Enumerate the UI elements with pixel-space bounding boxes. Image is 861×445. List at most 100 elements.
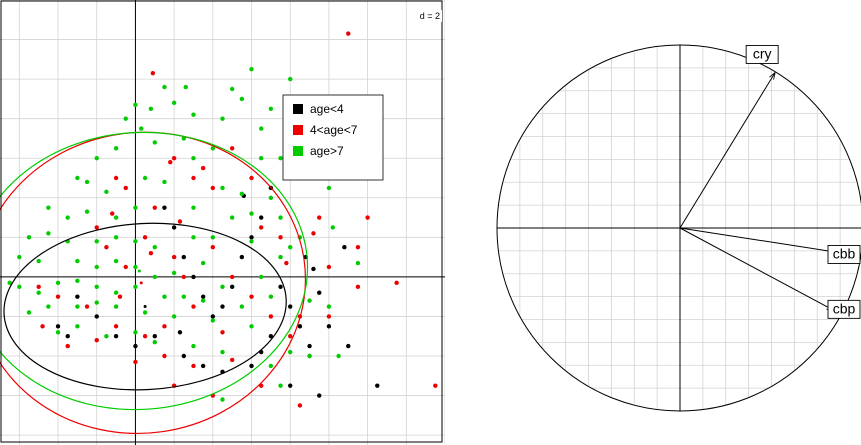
scatter-point bbox=[288, 304, 293, 309]
scatter-point bbox=[229, 284, 235, 289]
scatter-point bbox=[142, 334, 148, 339]
scatter-point bbox=[278, 284, 283, 289]
scatter-point bbox=[326, 314, 332, 319]
scatter-point bbox=[288, 76, 293, 82]
scatter-point bbox=[94, 264, 99, 270]
scatter-point bbox=[150, 70, 156, 76]
scatter-point bbox=[210, 314, 216, 319]
scatter-point bbox=[177, 330, 183, 335]
scatter-point bbox=[249, 294, 254, 299]
scatter-point bbox=[152, 245, 157, 250]
scatter-point bbox=[171, 225, 177, 230]
scatter-point bbox=[142, 310, 148, 315]
scatter-point bbox=[210, 318, 216, 323]
scatter-point bbox=[288, 334, 293, 339]
scatter-point bbox=[94, 337, 99, 343]
scatter-point bbox=[336, 353, 341, 359]
scatter-point bbox=[142, 235, 148, 240]
scatter-point bbox=[346, 343, 351, 349]
scatter-point bbox=[133, 284, 138, 289]
scatter-point bbox=[94, 156, 99, 161]
scatter-point bbox=[162, 84, 167, 90]
scatter-point bbox=[17, 284, 22, 289]
scatter-point bbox=[191, 274, 196, 280]
correlation-circle-panel: cry cbb cbp bbox=[470, 0, 861, 445]
scatter-point bbox=[239, 96, 245, 102]
scatter-point bbox=[210, 146, 216, 151]
group-ellipse bbox=[3, 222, 287, 391]
scatter-point bbox=[239, 191, 245, 197]
scatter-point bbox=[394, 280, 399, 286]
scatter-point bbox=[220, 185, 225, 191]
variable-label-box bbox=[827, 244, 861, 264]
scatter-point bbox=[365, 215, 370, 220]
scatter-point bbox=[75, 258, 80, 264]
scatter-frame bbox=[0, 0, 443, 443]
scatter-point bbox=[162, 179, 167, 185]
scatter-point bbox=[200, 260, 206, 266]
scatter-point bbox=[249, 324, 254, 329]
scatter-point bbox=[113, 175, 119, 181]
scatter-point bbox=[162, 294, 167, 299]
scatter-point bbox=[239, 304, 245, 309]
scatter-point bbox=[229, 146, 235, 151]
scatter-point bbox=[123, 185, 128, 191]
scatter-axes bbox=[0, 0, 445, 445]
scatter-point bbox=[288, 245, 293, 250]
scatter-point bbox=[142, 175, 148, 181]
scatter-point bbox=[249, 175, 254, 181]
scatter-point bbox=[94, 225, 99, 230]
scatter-grid bbox=[0, 0, 445, 445]
scatter-point bbox=[171, 254, 177, 260]
group-ellipse bbox=[0, 131, 307, 435]
scatter-point bbox=[104, 189, 109, 195]
scatter-point bbox=[17, 254, 22, 260]
scatter-point bbox=[171, 314, 177, 319]
variable-arrow bbox=[679, 227, 834, 310]
scatter-point bbox=[117, 294, 123, 299]
scatter-point bbox=[210, 235, 216, 240]
scatter-point bbox=[65, 215, 70, 220]
scatter-point bbox=[113, 215, 119, 220]
variable-label: cbp bbox=[833, 300, 856, 316]
scatter-point bbox=[268, 106, 274, 111]
scatter-point bbox=[75, 278, 80, 284]
scatter-point bbox=[191, 235, 196, 240]
scatter-point bbox=[65, 334, 70, 339]
scatter-point bbox=[36, 258, 41, 264]
scatter-point bbox=[200, 298, 206, 303]
scatter-point bbox=[220, 330, 225, 335]
scatter-point bbox=[433, 383, 438, 388]
scatter-point bbox=[229, 215, 235, 220]
scatter-point bbox=[181, 353, 187, 359]
correlation-circle: cry cbb cbp bbox=[496, 44, 861, 412]
scatter-point bbox=[75, 304, 80, 309]
group-center bbox=[137, 269, 141, 273]
scatter-point bbox=[55, 294, 61, 299]
scatter-point bbox=[330, 225, 335, 230]
scatter-point bbox=[307, 353, 312, 359]
scatter-point bbox=[123, 116, 128, 121]
scatter-point bbox=[249, 67, 254, 72]
scatter-point bbox=[183, 84, 188, 90]
scatter-point bbox=[133, 359, 138, 365]
scatter-point bbox=[278, 235, 283, 240]
scatter-plot: d = 2 age<4 4<age<7 age>7 bbox=[0, 0, 445, 445]
scatter-point bbox=[133, 330, 138, 335]
scatter-point bbox=[355, 260, 361, 266]
legend-label: 4<age<7 bbox=[310, 123, 358, 137]
legend-swatch bbox=[293, 146, 303, 156]
scatter-point bbox=[249, 211, 254, 216]
scatter-point bbox=[284, 260, 289, 266]
scatter-point bbox=[104, 245, 109, 250]
scatter-point bbox=[191, 112, 196, 117]
scatter-point bbox=[133, 343, 138, 349]
scatter-point bbox=[191, 304, 196, 309]
scatter-point bbox=[94, 239, 99, 244]
scatter-point bbox=[249, 239, 254, 244]
scatter-point bbox=[168, 159, 173, 165]
scatter-point bbox=[7, 280, 12, 286]
scatter-point bbox=[84, 179, 90, 185]
scatter-point bbox=[191, 343, 196, 349]
scatter-point bbox=[288, 383, 293, 388]
